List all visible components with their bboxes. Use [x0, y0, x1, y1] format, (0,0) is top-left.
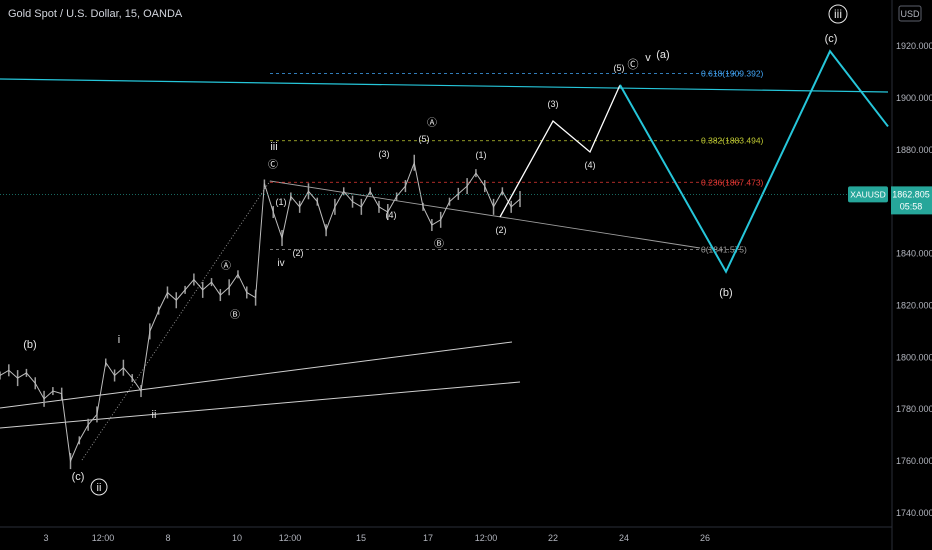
channel-line-lower — [0, 381, 521, 429]
wave-label: (2) — [293, 248, 304, 258]
x-tick-label: 24 — [619, 533, 629, 543]
price-tag-value: 1862.805 — [892, 189, 930, 199]
trendline-upper — [0, 78, 889, 93]
wave-label: Ⓐ — [427, 117, 437, 129]
fib-level-label: 0.382(1883.494) — [701, 136, 764, 146]
wave-label: (4) — [585, 160, 596, 170]
x-tick-label: 12:00 — [475, 533, 498, 543]
x-tick-label: 8 — [165, 533, 170, 543]
symbol-tag-text: XAUUSD — [850, 189, 885, 199]
wave-label: (c) — [825, 33, 838, 45]
x-tick-label: 10 — [232, 533, 242, 543]
channel-line-upper — [0, 341, 513, 409]
chart-title: Gold Spot / U.S. Dollar, 15, OANDA — [8, 8, 183, 20]
wave-label: (5) — [614, 63, 625, 73]
wave-label: (1) — [276, 197, 287, 207]
x-tick-label: 12:00 — [92, 533, 115, 543]
x-tick-label: 22 — [548, 533, 558, 543]
y-tick-label: 1900.000 — [896, 93, 932, 103]
wedge-line — [269, 180, 701, 249]
wave-label: (1) — [476, 150, 487, 160]
wave-label: Ⓒ — [628, 58, 639, 71]
wave-label: ii — [152, 409, 157, 421]
y-tick-label: 1880.000 — [896, 145, 932, 155]
price-tag-bg — [891, 186, 932, 215]
x-tick-label: 15 — [356, 533, 366, 543]
wave-label-circle — [828, 4, 848, 24]
wave-label: Ⓑ — [434, 238, 444, 250]
wave-label: (c) — [72, 471, 85, 483]
currency-box — [898, 5, 922, 22]
symbol-tag-bg — [848, 186, 888, 203]
wave-label: Ⓐ — [221, 260, 231, 272]
fib-level-label: 0(1841.575) — [701, 244, 747, 254]
y-tick-label: 1740.000 — [896, 508, 932, 518]
wave-label-circle — [90, 478, 108, 496]
y-tick-label: 1820.000 — [896, 300, 932, 310]
wave-label: (5) — [419, 134, 430, 144]
wave-label: iv — [277, 258, 284, 269]
currency-label: USD — [900, 9, 920, 19]
fib-level-label: 0.618(1909.392) — [701, 69, 764, 79]
y-tick-label: 1840.000 — [896, 249, 932, 259]
wave-label: ii — [97, 482, 102, 494]
x-tick-label: 17 — [423, 533, 433, 543]
wave-label: v — [645, 52, 651, 64]
wave-label: (3) — [379, 149, 390, 159]
fib-anchor-line — [81, 180, 271, 461]
wave-label: (b) — [23, 339, 36, 351]
wave-label: (3) — [548, 99, 559, 109]
projection-cyan-path — [619, 49, 889, 274]
y-tick-label: 1760.000 — [896, 456, 932, 466]
wave-label: (4) — [386, 210, 397, 220]
wave-label: Ⓒ — [268, 159, 278, 171]
wave-label: (b) — [719, 287, 732, 299]
price-tag-countdown: 05:58 — [900, 201, 923, 211]
wave-label: Ⓑ — [230, 309, 240, 321]
x-tick-label: 26 — [700, 533, 710, 543]
y-tick-label: 1920.000 — [896, 41, 932, 51]
wave-label: (2) — [496, 225, 507, 235]
wave-label: iii — [270, 141, 277, 153]
x-tick-label: 3 — [43, 533, 48, 543]
wave-label: iii — [834, 7, 842, 21]
projection-white-path — [499, 84, 621, 218]
y-tick-label: 1800.000 — [896, 352, 932, 362]
price-line — [0, 160, 521, 463]
wave-label: (a) — [656, 49, 669, 61]
x-tick-label: 12:00 — [279, 533, 302, 543]
y-tick-label: 1780.000 — [896, 404, 932, 414]
fib-level-label: 0.236(1867.473) — [701, 177, 764, 187]
wave-label: i — [118, 334, 120, 346]
